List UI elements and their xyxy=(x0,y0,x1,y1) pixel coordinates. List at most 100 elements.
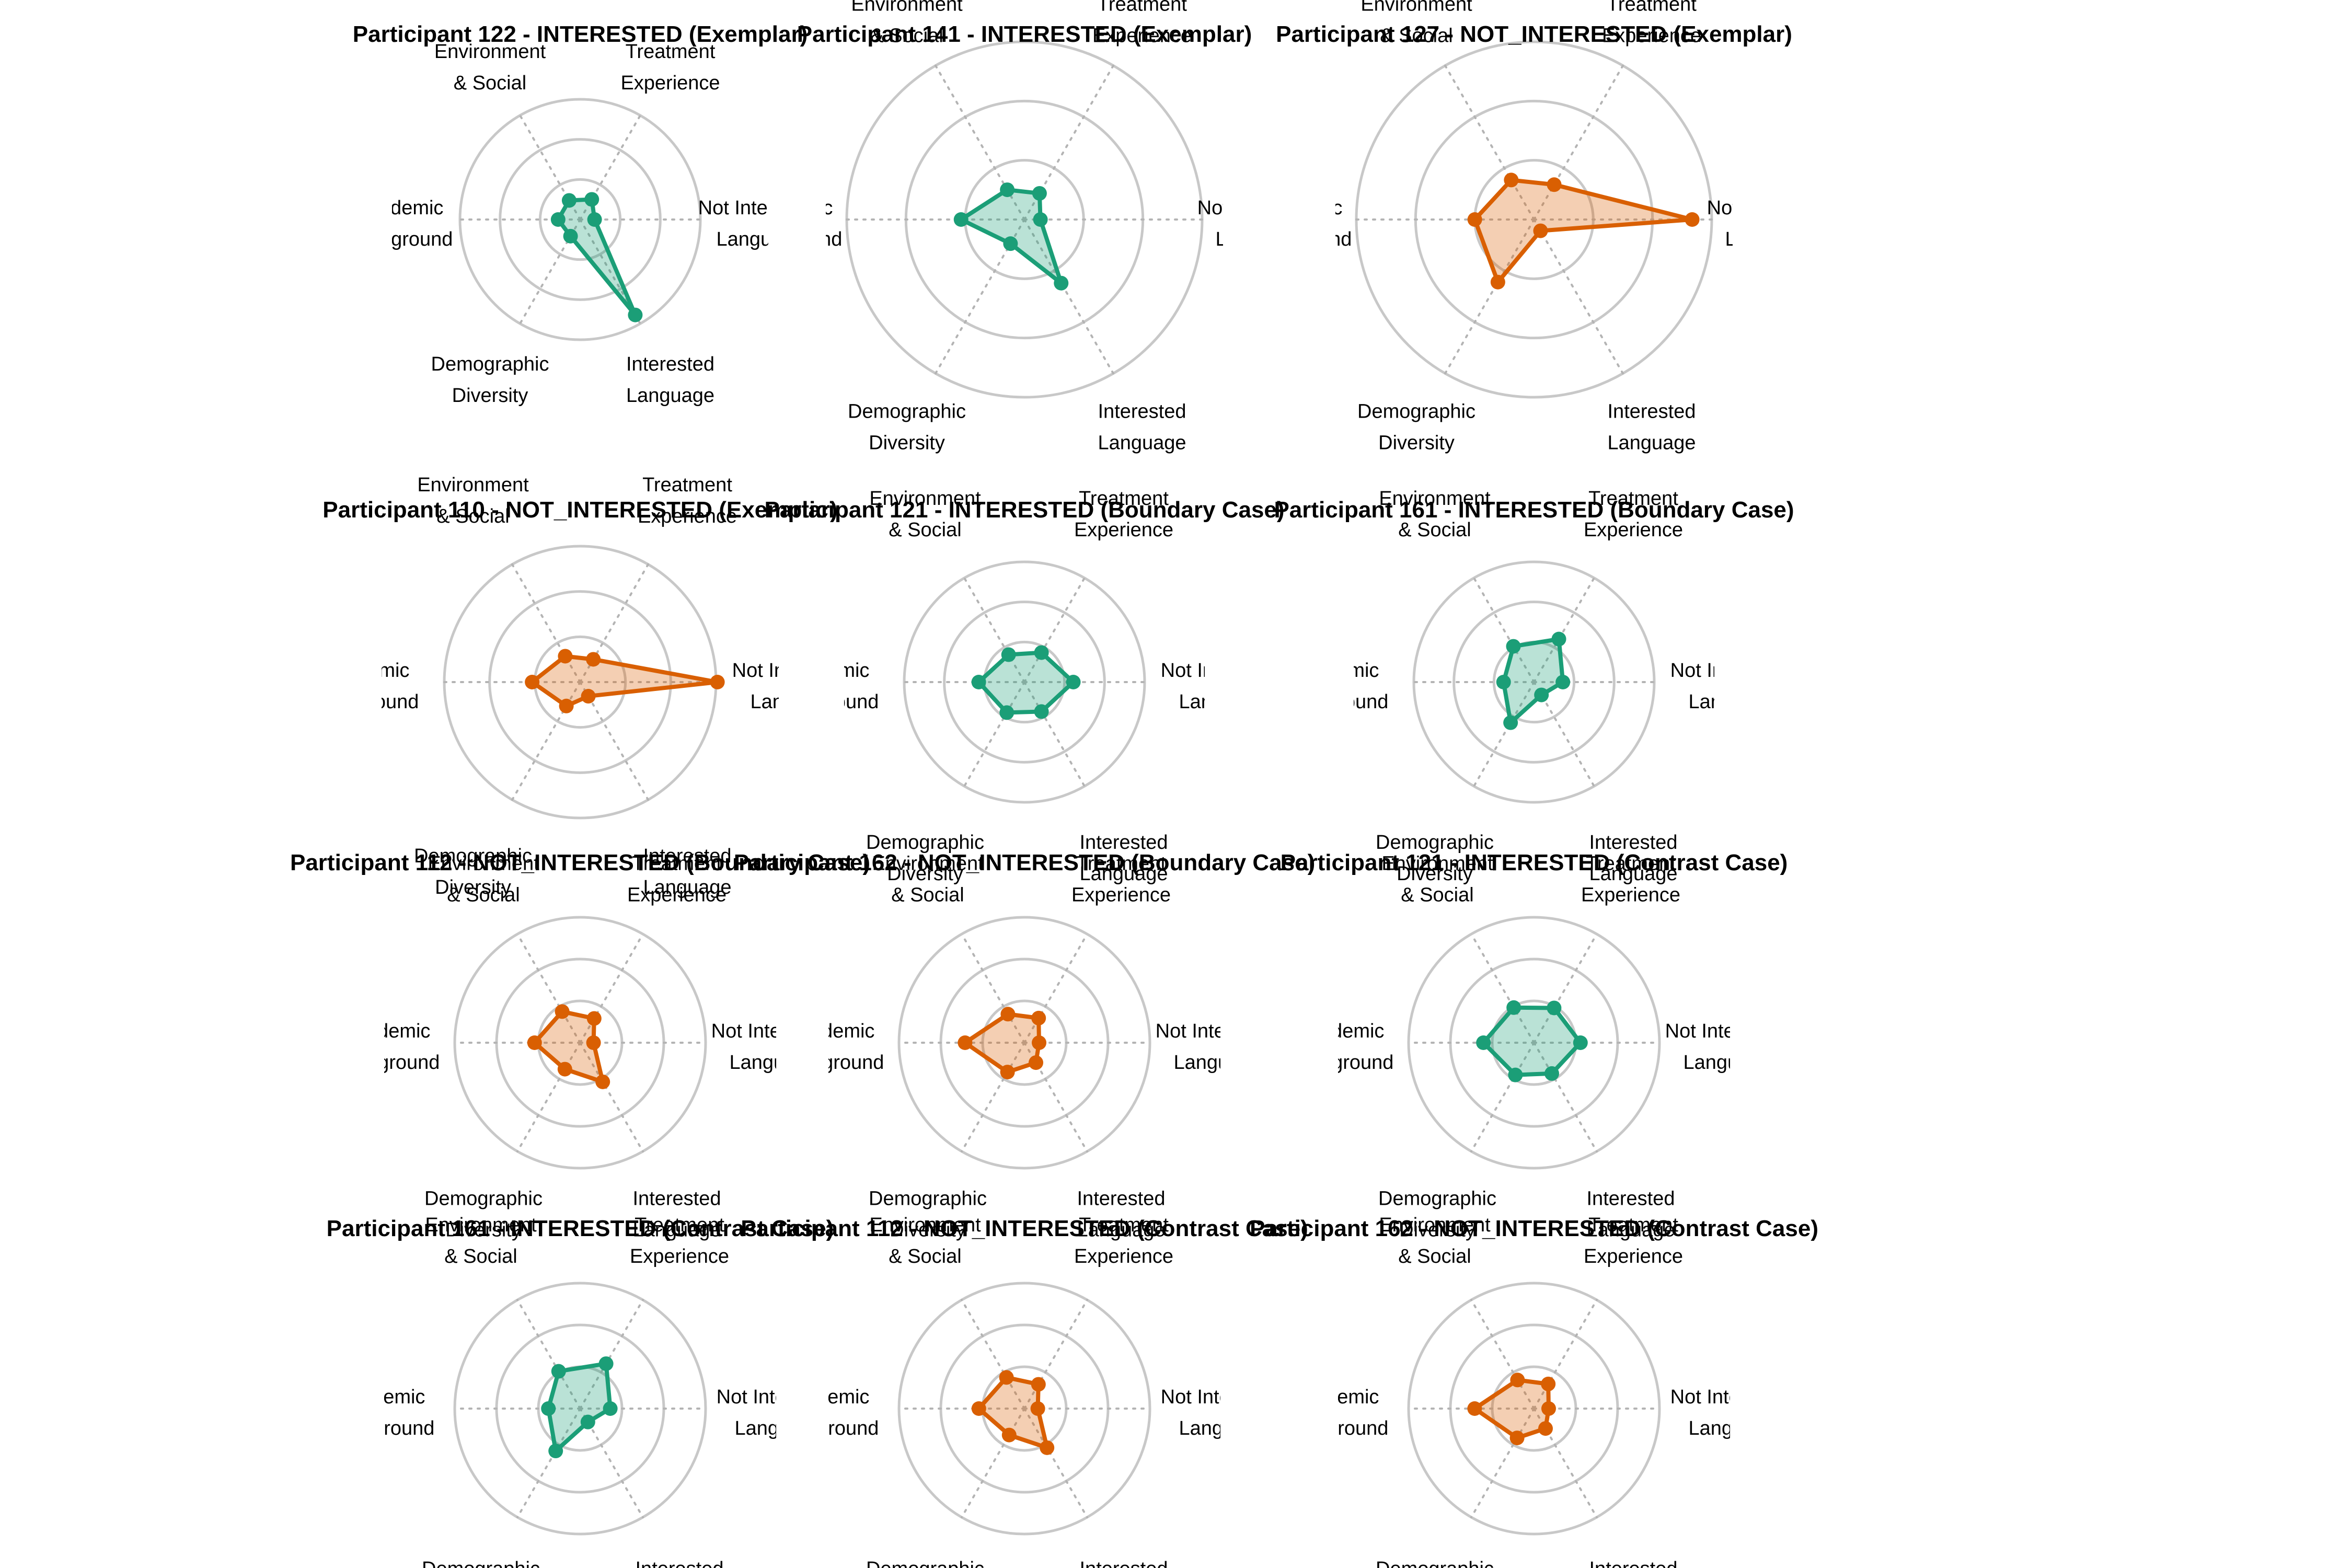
data-point xyxy=(999,705,1014,720)
axis-label-notint: Not Interested Language xyxy=(1707,197,1832,250)
axis-label-acad: Academic Background xyxy=(773,1386,879,1439)
axis-label-acad: Academic Background xyxy=(329,1386,435,1439)
data-point xyxy=(1508,1067,1523,1082)
radar-panel: Environment & Social Treatment Experience No… xyxy=(1274,488,1794,885)
grid-ring xyxy=(1407,1282,1661,1536)
data-point xyxy=(1066,675,1081,689)
panel-title: Participant 110 - NOT_INTERESTED (Exempl… xyxy=(322,497,837,523)
data-point xyxy=(1033,212,1048,227)
data-point xyxy=(548,1444,563,1459)
data-point xyxy=(1467,212,1482,227)
data-point xyxy=(1467,1401,1482,1416)
axis-labels: Environment & Social Treatment Experience No… xyxy=(329,1214,776,1568)
axis-labels: Environment & Social Treatment Experience No… xyxy=(1283,1214,1795,1568)
axis-labels: Environment & Social Treatment Experience No… xyxy=(773,1214,1220,1568)
data-point xyxy=(1510,1373,1525,1388)
axis-labels: Environment & Social Treatment Experience No… xyxy=(334,853,776,1241)
panel-title: Participant 161 - INTERESTED (Boundary C… xyxy=(1274,497,1794,523)
axis-label-treat: Treatment Experience xyxy=(1602,0,1701,47)
data-point xyxy=(1030,1401,1045,1416)
grid-spoke xyxy=(1533,577,1595,683)
data-point xyxy=(1003,236,1018,251)
grid-spoke xyxy=(519,114,581,221)
data-point xyxy=(1533,223,1548,238)
grid-spoke xyxy=(1533,681,1595,788)
axis-label-treat: Treatment Experience xyxy=(627,853,727,906)
data-point xyxy=(559,698,574,713)
data-point xyxy=(1509,1431,1525,1446)
axis-label-treat: Treatment Experience xyxy=(1584,488,1683,541)
series-area xyxy=(530,654,720,708)
data-point xyxy=(1000,1065,1015,1080)
data-point xyxy=(586,1035,601,1050)
axis-label-notint: Not Interested Language xyxy=(1161,660,1286,713)
axis-label-acad: Academic Background xyxy=(1246,197,1352,250)
data-point xyxy=(1541,1401,1556,1416)
axis-label-acad: Academic Background xyxy=(1283,1386,1389,1439)
data-point xyxy=(1534,687,1549,702)
grid-spoke xyxy=(1023,577,1086,683)
grid-ring xyxy=(538,178,622,261)
data-point xyxy=(1547,177,1562,192)
panel-title: Participant 127 - NOT_INTERESTED (Exempl… xyxy=(1276,21,1792,47)
axis-label-acad: Academic Background xyxy=(334,1020,440,1074)
grid-spoke xyxy=(1473,681,1535,788)
grid-ring xyxy=(1452,601,1616,764)
axis-label-acad: Academic Background xyxy=(1283,660,1389,713)
data-point xyxy=(1476,1035,1491,1050)
axis-label-env: Environment & Social xyxy=(872,853,984,906)
data-point xyxy=(1001,647,1016,662)
axis-label-treat: Treatment Experience xyxy=(620,41,720,94)
axis-label-notint: Not Interested Language xyxy=(1670,1386,1795,1439)
grid-spoke xyxy=(1023,681,1086,788)
axis-label-acad: Academic Background xyxy=(313,660,419,713)
data-point xyxy=(1032,1035,1046,1050)
data-point xyxy=(710,675,725,689)
panel-title: Participant 122 - INTERESTED (Exemplar) xyxy=(353,21,808,47)
data-point xyxy=(971,1401,986,1416)
data-point xyxy=(1547,1000,1562,1016)
data-point xyxy=(603,1401,618,1416)
axis-label-env: Environment & Social xyxy=(428,853,539,906)
data-point xyxy=(598,1356,614,1371)
data-point xyxy=(958,1035,973,1050)
axis-label-notint: Not Interested Language xyxy=(732,660,857,713)
axis-label-env: Environment & Social xyxy=(1379,488,1491,541)
axis-label-acad: Academic Background xyxy=(347,197,453,250)
data-point xyxy=(541,1401,556,1416)
axis-label-env: Environment & Social xyxy=(425,1214,537,1267)
data-point xyxy=(581,689,596,704)
grid-ring xyxy=(897,1282,1151,1536)
series-area xyxy=(1472,178,1694,284)
data-point xyxy=(1032,186,1047,201)
data-point xyxy=(561,193,577,208)
data-point xyxy=(1538,1421,1553,1436)
data-point xyxy=(1503,715,1518,730)
grid-spoke xyxy=(511,563,581,683)
panel-title: Participant 141 - INTERESTED (Exemplar) xyxy=(797,21,1252,47)
data-point xyxy=(1034,645,1049,660)
data-point xyxy=(1031,1010,1046,1025)
radar-panel: Environment & Social Treatment Experience No… xyxy=(1246,0,1832,454)
data-point xyxy=(587,212,602,227)
data-point xyxy=(1506,1000,1521,1015)
axis-label-env: Environment & Social xyxy=(869,1214,981,1267)
grid-spoke xyxy=(1473,577,1535,683)
data-point xyxy=(550,212,566,227)
data-point xyxy=(1504,172,1519,188)
axis-label-treat: Treatment Experience xyxy=(1074,488,1173,541)
radar-panel: Environment & Social Treatment Experience No… xyxy=(290,850,870,1241)
data-point xyxy=(1000,1007,1016,1022)
data-point xyxy=(1496,675,1511,689)
